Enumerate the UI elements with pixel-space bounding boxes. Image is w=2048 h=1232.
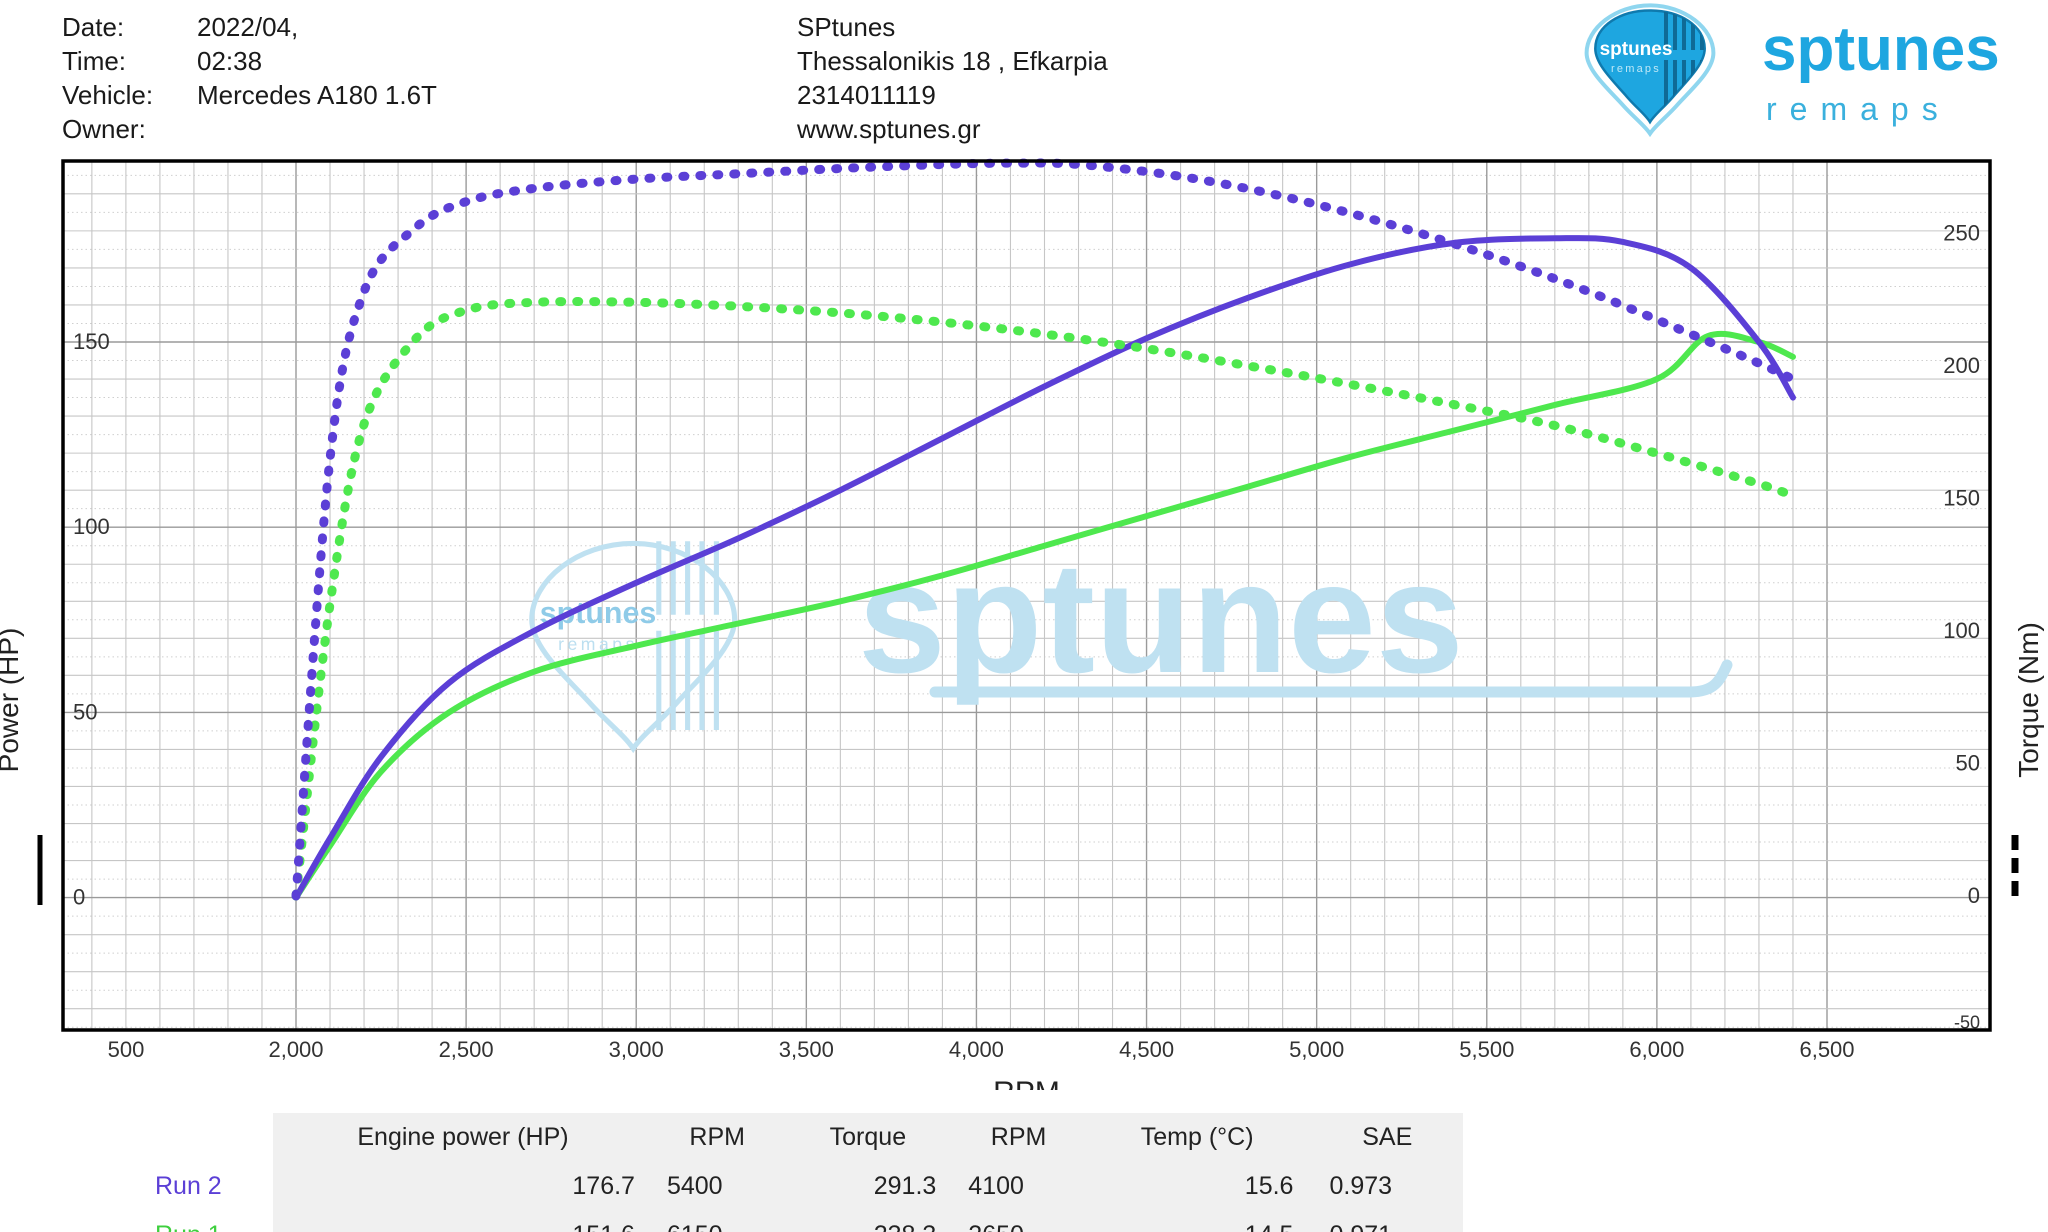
- svg-text:Power (HP): Power (HP): [0, 628, 24, 773]
- svg-text:6,500: 6,500: [1799, 1037, 1854, 1062]
- svg-text:sptunes: sptunes: [858, 530, 1464, 706]
- svg-text:3,500: 3,500: [779, 1037, 834, 1062]
- svg-text:50: 50: [1956, 750, 1980, 775]
- svg-text:150: 150: [73, 329, 110, 354]
- svg-text:RPM: RPM: [993, 1076, 1060, 1090]
- svg-text:500: 500: [108, 1037, 145, 1062]
- svg-text:6,000: 6,000: [1629, 1037, 1684, 1062]
- svg-text:50: 50: [73, 699, 97, 724]
- svg-text:2,000: 2,000: [268, 1037, 323, 1062]
- svg-text:100: 100: [1943, 618, 1980, 643]
- svg-text:150: 150: [1943, 485, 1980, 510]
- svg-text:2,500: 2,500: [439, 1037, 494, 1062]
- svg-text:0: 0: [1968, 883, 1980, 908]
- svg-text:5,000: 5,000: [1289, 1037, 1344, 1062]
- svg-text:-50: -50: [1954, 1012, 1980, 1032]
- svg-text:Torque (Nm): Torque (Nm): [2013, 622, 2044, 778]
- svg-text:5,500: 5,500: [1459, 1037, 1514, 1062]
- svg-text:250: 250: [1943, 220, 1980, 245]
- svg-text:0: 0: [73, 885, 85, 910]
- svg-text:200: 200: [1943, 353, 1980, 378]
- svg-text:3,000: 3,000: [609, 1037, 664, 1062]
- svg-text:4,500: 4,500: [1119, 1037, 1174, 1062]
- svg-text:4,000: 4,000: [949, 1037, 1004, 1062]
- svg-text:100: 100: [73, 514, 110, 539]
